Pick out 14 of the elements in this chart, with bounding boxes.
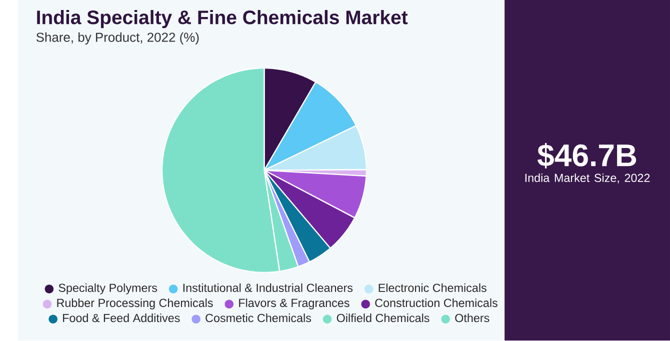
legend-label: Institutional & Industrial Cleaners [183, 284, 353, 292]
legend-label: Rubber Processing Chemicals [57, 298, 213, 310]
legend-label: Flavors & Fragrances [239, 298, 350, 310]
chart-title: India Specialty & Fine Chemicals Market [37, 10, 408, 28]
legend-label: Electronic Chemicals [378, 284, 486, 292]
text: $46.7B [537, 143, 636, 169]
legend-label: Construction Chemicals [375, 298, 498, 308]
legend-label: Others [455, 314, 490, 322]
text: India Market Size, 2022 [525, 174, 650, 184]
legend-label: Cosmetic Chemicals [206, 314, 312, 322]
legend-label: Oilfield Chemicals [336, 314, 430, 322]
legend-label: Food & Feed Additives [63, 314, 180, 322]
chart-subtitle: Share, by Product, 2022 (%) [36, 32, 199, 45]
legend-label: Specialty Polymers [58, 284, 158, 294]
